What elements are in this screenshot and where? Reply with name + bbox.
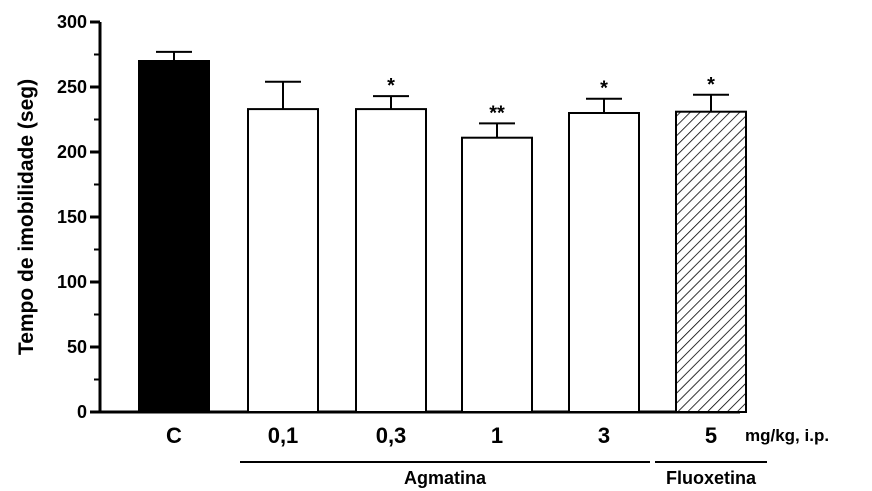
significance-label: **	[489, 102, 505, 124]
x-tick-labels: C 0,1 0,3 1 3 5	[166, 423, 717, 448]
group-label: Agmatina	[404, 468, 487, 488]
significance-label: *	[707, 74, 715, 96]
bar	[675, 110, 747, 413]
bar	[461, 136, 533, 413]
y-tick-label: 0	[77, 402, 87, 422]
y-tick-label: 50	[67, 337, 87, 357]
unit-label: mg/kg, i.p.	[745, 426, 829, 445]
bar	[568, 112, 640, 413]
group-label: Fluoxetina	[666, 468, 757, 488]
bars: **** *	[138, 50, 747, 413]
x-tick-label: 3	[598, 423, 610, 448]
y-ticks: 0 50 100 150 200 250 300	[57, 12, 100, 422]
bar	[138, 60, 210, 413]
bar	[247, 108, 319, 413]
y-tick-label: 150	[57, 207, 87, 227]
x-tick-label: 1	[491, 423, 503, 448]
y-axis-label: Tempo de imobilidade (seg)	[15, 79, 38, 355]
bar	[355, 108, 427, 413]
x-tick-label: 0,3	[376, 423, 407, 448]
y-tick-label: 300	[57, 12, 87, 32]
y-tick-label: 100	[57, 272, 87, 292]
significance-label: *	[600, 78, 608, 100]
group-brackets: Agmatina Fluoxetina	[240, 461, 767, 488]
y-tick-label: 250	[57, 77, 87, 97]
x-tick-label: 5	[705, 423, 717, 448]
x-tick-label: 0,1	[268, 423, 299, 448]
significance-label: *	[387, 75, 395, 97]
x-tick-label: C	[166, 423, 182, 448]
y-tick-label: 200	[57, 142, 87, 162]
